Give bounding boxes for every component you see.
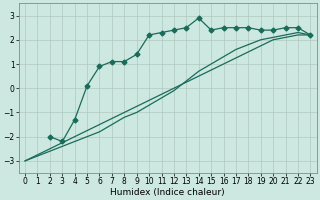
X-axis label: Humidex (Indice chaleur): Humidex (Indice chaleur) bbox=[110, 188, 225, 197]
